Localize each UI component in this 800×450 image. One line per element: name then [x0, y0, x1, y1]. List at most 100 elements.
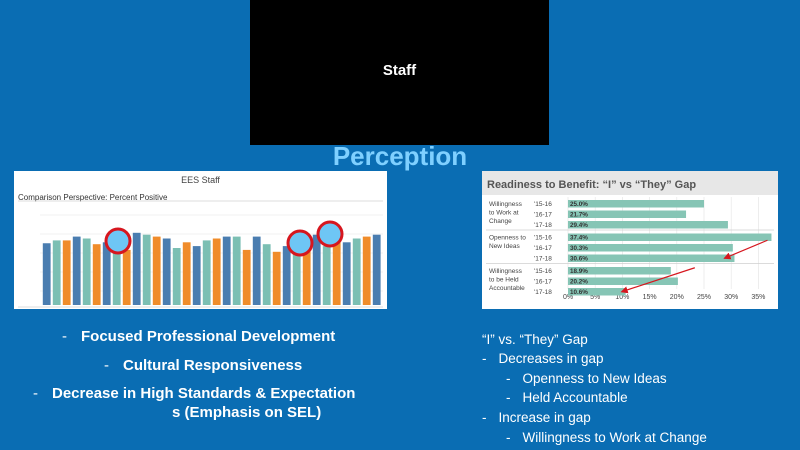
left-chart-bar — [302, 238, 311, 305]
right-bullet-text: Held Accountable — [522, 390, 628, 405]
right-chart-bar — [568, 200, 704, 208]
left-chart-highlight-circle — [316, 220, 344, 248]
left-bullet: - Focused Professional Development — [62, 328, 336, 345]
right-chart-x-tick: 0% — [563, 294, 573, 301]
right-chart-change-arrow — [723, 239, 768, 260]
participant-name: Staff — [382, 62, 417, 79]
left-chart-bar — [52, 240, 61, 305]
left-chart-bar — [42, 243, 51, 305]
right-bullet: - Willingness to Work at Change — [506, 430, 707, 445]
left-chart-bar — [322, 246, 331, 305]
right-bullet-text: Increase in gap — [498, 410, 591, 425]
left-chart-highlight-circle — [104, 227, 132, 255]
right-chart-group-label: Accountable — [489, 285, 525, 292]
ees-staff-chart: EES Staff Comparison Perspective: Percen… — [14, 171, 387, 309]
right-chart-value-label: 25.0% — [570, 201, 588, 208]
left-chart-bar — [282, 246, 291, 305]
right-chart-x-tick: 25% — [697, 294, 711, 301]
right-chart-bar — [568, 254, 735, 262]
right-chart-year-label: '17-18 — [534, 222, 552, 229]
right-chart-x-tick: 20% — [670, 294, 684, 301]
right-chart-group-label: Willingness — [489, 201, 523, 208]
right-chart-year-label: '15-16 — [534, 235, 552, 242]
right-chart-plot: Readiness to Benefit: “I” vs “They” Gap 0… — [482, 171, 778, 301]
left-chart-bar — [252, 236, 261, 305]
right-chart-x-tick: 15% — [643, 294, 657, 301]
left-chart-bar — [242, 249, 251, 305]
left-chart-bar — [102, 242, 111, 305]
right-chart-bar — [568, 210, 687, 218]
left-chart-bar — [92, 244, 101, 305]
left-chart-bar — [172, 248, 181, 305]
right-chart-value-label: 20.2% — [570, 279, 588, 286]
right-bullet: - Increase in gap — [482, 410, 591, 425]
left-bullet: - Decrease in High Standards & Expectatio… — [33, 385, 356, 402]
left-chart-bar — [82, 238, 91, 305]
right-chart-x-tick: 35% — [751, 294, 765, 301]
left-chart-bar — [312, 234, 321, 305]
right-chart-group-label: New Ideas — [489, 243, 520, 250]
right-bullet-text: Decreases in gap — [498, 351, 604, 366]
right-chart-group-label: to Work at — [489, 210, 519, 217]
right-chart-bar — [568, 244, 733, 252]
left-chart-bar — [372, 234, 381, 305]
left-chart-bar — [332, 242, 341, 305]
right-chart-bar — [568, 288, 626, 296]
left-chart-title: EES Staff — [181, 175, 220, 185]
right-chart-value-label: 10.6% — [570, 289, 588, 296]
right-chart-bar — [568, 221, 728, 229]
left-chart-bar — [62, 240, 71, 305]
left-bullet-text: Decrease in High Standards & Expectation — [52, 385, 356, 402]
left-chart-bar — [192, 246, 201, 305]
right-chart-value-label: 37.4% — [570, 235, 588, 242]
left-chart-bar — [292, 249, 301, 305]
right-bullet: - Held Accountable — [506, 390, 628, 405]
left-chart-subtitle: Comparison Perspective: Percent Positive — [18, 193, 168, 202]
left-bullet: - Cultural Responsiveness — [104, 357, 303, 374]
left-chart-bar — [202, 240, 211, 305]
left-chart-bar — [112, 236, 121, 305]
right-chart-group-label: Willingness — [489, 268, 523, 275]
left-chart-plot — [18, 200, 383, 308]
right-chart-title-band — [482, 171, 778, 195]
left-chart-bar — [162, 238, 171, 305]
participant-video-tile: Staff — [250, 0, 549, 145]
left-bullet-continuation: s (Emphasis on SEL) — [172, 404, 322, 421]
right-chart-year-label: '17-18 — [534, 256, 552, 263]
right-chart-value-label: 18.9% — [570, 268, 588, 275]
left-chart-bar — [152, 236, 161, 305]
right-chart-group-label: Change — [489, 218, 512, 225]
right-chart-year-label: '16-17 — [534, 279, 552, 286]
right-chart-change-arrow — [620, 267, 696, 294]
right-chart-bar — [568, 267, 671, 275]
right-chart-value-label: 29.4% — [570, 222, 588, 229]
left-bullet-text: Cultural Responsiveness — [123, 357, 303, 374]
left-chart-bar — [182, 242, 191, 305]
right-bullet: - Openness to New Ideas — [506, 371, 667, 386]
right-bullet: “I” vs. “They” Gap — [482, 332, 588, 347]
right-bullet: - Decreases in gap — [482, 351, 604, 366]
right-chart-year-label: '16-17 — [534, 212, 552, 219]
right-chart-group-label: to be Held — [489, 277, 519, 284]
left-bullet-text: Focused Professional Development — [81, 328, 336, 345]
left-chart-bar — [142, 234, 151, 305]
right-chart-x-tick: 30% — [724, 294, 738, 301]
right-chart-group-label: Openness to — [489, 235, 526, 242]
left-chart-bar — [272, 251, 281, 305]
left-chart-bar — [222, 236, 231, 305]
right-chart-x-tick: 5% — [590, 294, 600, 301]
right-chart-year-label: '15-16 — [534, 268, 552, 275]
right-chart-value-label: 30.6% — [570, 256, 588, 263]
left-chart-bar — [132, 232, 141, 305]
right-chart-bar — [568, 233, 772, 241]
right-bullet-text: Openness to New Ideas — [522, 371, 667, 386]
left-chart-bar — [122, 249, 131, 305]
right-bullet-text: Willingness to Work at Change — [522, 430, 707, 445]
readiness-gap-chart: Readiness to Benefit: “I” vs “They” Gap 0… — [482, 171, 778, 309]
left-chart-bar — [342, 242, 351, 305]
right-chart-year-label: '17-18 — [534, 289, 552, 296]
right-chart-value-label: 21.7% — [570, 212, 588, 219]
slide-title: Perception — [332, 141, 468, 171]
left-chart-bar — [362, 236, 371, 305]
left-chart-bar — [262, 244, 271, 305]
